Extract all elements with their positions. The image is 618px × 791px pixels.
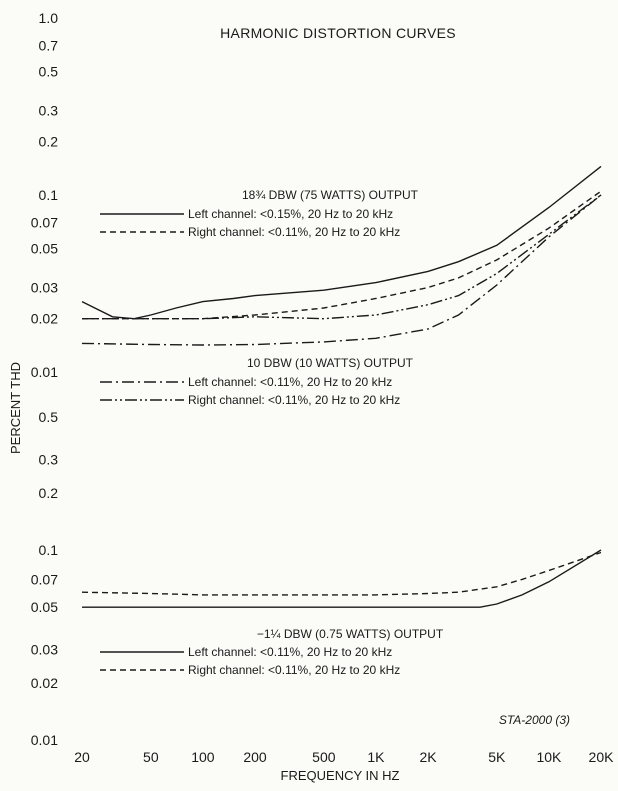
y-tick-label: 0.02 (31, 311, 58, 327)
footnote: STA-2000 (3) (499, 713, 570, 727)
chart-title: HARMONIC DISTORTION CURVES (220, 25, 456, 41)
y-tick-label: 0.7 (39, 37, 59, 53)
y-tick-label: 0.05 (31, 599, 58, 615)
y-tick-label: 0.3 (39, 451, 59, 467)
legend-heading: −1¼ DBW (0.75 WATTS) OUTPUT (257, 627, 444, 641)
x-tick-label: 50 (143, 749, 159, 765)
series-line (82, 194, 602, 320)
legend-label: Left channel: <0.11%, 20 Hz to 20 kHz (188, 645, 392, 659)
x-tick-label: 20 (74, 749, 90, 765)
y-tick-label: 0.3 (39, 103, 59, 119)
y-tick-label: 0.03 (31, 641, 58, 657)
legend-label: Right channel: <0.11%, 20 Hz to 20 kHz (188, 393, 400, 407)
x-tick-label: 2K (419, 749, 437, 765)
legend-label: Left channel: <0.11%, 20 Hz to 20 kHz (188, 375, 392, 389)
series-line (81, 165, 602, 320)
legend-heading: 18¾ DBW (75 WATTS) OUTPUT (242, 188, 419, 202)
legend-heading: 10 DBW (10 WATTS) OUTPUT (247, 356, 414, 370)
x-tick-label: 5K (488, 749, 506, 765)
y-tick-label: 0.07 (31, 214, 58, 230)
x-tick-label: 500 (312, 749, 336, 765)
y-tick-label: 0.5 (39, 409, 59, 425)
y-tick-label: 0.5 (39, 63, 59, 79)
series-line (81, 194, 602, 346)
x-tick-label: 100 (191, 749, 215, 765)
y-tick-label: 0.1 (39, 542, 59, 558)
y-tick-label: 0.07 (31, 571, 58, 587)
legend-label: Right channel: <0.11%, 20 Hz to 20 kHz (188, 663, 400, 677)
y-tick-label: 0.1 (39, 187, 59, 203)
y-axis-label: PERCENT THD (8, 362, 23, 454)
x-tick-label: 1K (367, 749, 385, 765)
x-tick-label: 20K (589, 749, 615, 765)
y-tick-label: 0.2 (39, 485, 59, 501)
series-line (82, 549, 602, 608)
y-tick-label: 0.05 (31, 240, 58, 256)
y-tick-label: 0.01 (31, 364, 58, 380)
series-line (81, 551, 602, 596)
y-tick-label: 0.02 (31, 675, 58, 691)
y-tick-label: 0.2 (39, 134, 59, 150)
x-axis-label: FREQUENCY IN HZ (281, 768, 400, 783)
y-tick-label: 1.0 (39, 10, 59, 26)
y-tick-label: 0.01 (31, 732, 58, 748)
legend-label: Left channel: <0.15%, 20 Hz to 20 kHz (188, 207, 393, 221)
y-tick-label: 0.03 (31, 280, 58, 296)
legend-label: Right channel: <0.11%, 20 Hz to 20 kHz (188, 225, 400, 239)
x-tick-label: 10K (536, 749, 562, 765)
x-tick-label: 200 (243, 749, 267, 765)
